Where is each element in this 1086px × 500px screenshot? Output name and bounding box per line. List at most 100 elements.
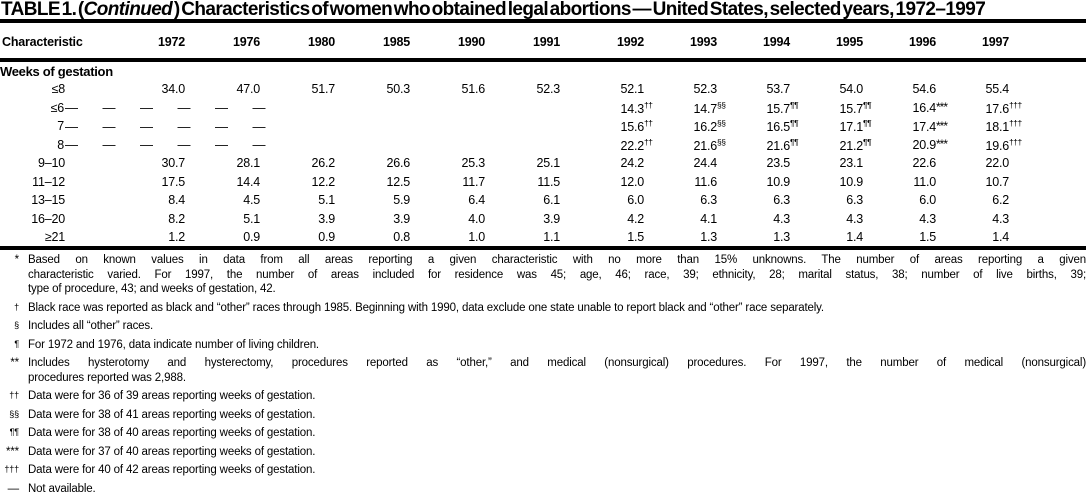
not-available-dash: — — [215, 137, 228, 153]
value-text: 8.4 — [168, 193, 185, 207]
footnote-line: Data were for 36 of 39 areas reporting w… — [28, 390, 316, 402]
value-cell: 17.6††† — [985, 99, 1022, 116]
value-cell: 6.1 — [485, 191, 560, 210]
not-available-dash: — — [177, 137, 191, 153]
value-cell: 30.7 — [65, 154, 185, 173]
footnote-marker: §§ — [9, 408, 19, 419]
value-cell: 26.2 — [260, 154, 335, 173]
value-text: 51.7 — [311, 82, 335, 96]
year-header: 1991 — [532, 35, 560, 49]
value-text: 1.4 — [992, 230, 1009, 244]
value-text: 51.6 — [461, 82, 485, 96]
value-text: 24.4 — [693, 156, 717, 170]
footnote-line: Data were for 40 of 42 areas reporting w… — [28, 464, 316, 476]
footnote-item: ¶ For 1972 and 1976, data indicate number… — [0, 338, 1086, 353]
value-text: 28.1 — [236, 156, 260, 170]
footnote-line: type of procedure, 43; and weeks of gest… — [28, 283, 276, 295]
table-header-row: Characteristic 1972 1976 1980 1985 1990 1991 1… — [0, 23, 1009, 63]
footnote-marker: ** — [10, 357, 19, 369]
footnote-marker: § — [14, 320, 19, 330]
value-cell: 52.3 — [644, 80, 717, 99]
value-text: 10.7 — [985, 174, 1009, 189]
value-text: 24.2 — [620, 156, 644, 170]
value-cell: 16.5¶¶ — [766, 118, 799, 134]
value-text: 6.3 — [846, 193, 863, 207]
value-text: 17.1 — [839, 120, 863, 134]
row-label: 9–10 — [37, 156, 65, 170]
year-header: 1994 — [762, 35, 790, 49]
value-cell: 21.6§§ — [693, 136, 726, 153]
value-cell: 3.9 — [260, 210, 335, 229]
value-text: 23.1 — [839, 156, 863, 170]
value-text: 4.3 — [846, 211, 863, 226]
value-cell: 6.0 — [863, 191, 936, 210]
title-continued: Continued — [83, 0, 173, 20]
footnote-text: For 1972 and 1976, data indicate number … — [28, 338, 1086, 353]
value-cell: 1.3 — [717, 228, 790, 247]
footnote-item: §§ Data were for 38 of 41 areas reporting… — [0, 408, 1086, 423]
value-text: 15.7 — [766, 101, 790, 116]
row-label: 13–15 — [31, 193, 65, 207]
footnote-item: * Based on known values in data from all … — [0, 253, 1086, 297]
value-cell: 0.8 — [335, 228, 410, 247]
value-cell: 19.6††† — [985, 136, 1022, 153]
value-text: 12.0 — [620, 174, 644, 189]
value-cell: 12.5 — [335, 173, 410, 192]
value-text: 3.9 — [393, 211, 410, 226]
row-label: 7 — [57, 119, 64, 133]
table-row: 11–12 17.5 14.4 12.2 12.5 11.7 11.5 12.0 11.6 10.… — [0, 173, 1009, 192]
value-cell: 47.0 — [185, 80, 260, 99]
value-text: 10.9 — [839, 174, 863, 189]
value-cell: 23.1 — [790, 154, 863, 173]
not-available-dash: — — [140, 137, 153, 153]
value-text: 4.2 — [627, 211, 644, 226]
footnote-line: Data were for 37 of 40 areas reporting w… — [28, 445, 316, 458]
not-available-dash: — — [177, 100, 191, 116]
value-cell: 12.2 — [260, 173, 335, 192]
value-cell: 15.6†† — [620, 118, 653, 134]
footnote-text: Includes hysterotomy and hysterectomy, p… — [28, 356, 1086, 385]
value-text: 3.9 — [543, 211, 560, 226]
value-text: 16.4 — [912, 101, 936, 115]
value-text: 12.2 — [311, 174, 335, 189]
value-text: 1.2 — [168, 230, 185, 244]
value-text: 14.7 — [693, 101, 717, 116]
value-text: 0.9 — [318, 230, 335, 244]
not-available-dash: — — [102, 137, 116, 153]
value-text: 53.7 — [766, 82, 790, 96]
value-text: 16.2 — [693, 120, 717, 134]
value-text: 14.3 — [620, 101, 644, 116]
footnote-text: Data were for 38 of 41 areas reporting w… — [28, 408, 1086, 423]
value-cell: 11.0 — [863, 173, 936, 192]
year-header: 1980 — [307, 35, 335, 49]
footnote-text: Based on known values in data from all a… — [28, 253, 1086, 297]
value-text: 3.9 — [318, 211, 335, 226]
value-text: 5.1 — [243, 211, 260, 226]
value-text: 20.9 — [912, 138, 936, 152]
value-text: 6.3 — [773, 193, 790, 207]
value-cell: 4.1 — [644, 210, 717, 229]
value-cell: 22.6 — [863, 154, 936, 173]
value-cell: 20.9*** — [912, 137, 948, 152]
value-text: 22.6 — [912, 156, 936, 170]
value-text: 12.5 — [386, 174, 410, 189]
section-row: Weeks of gestation — [0, 62, 1009, 80]
value-text: 52.1 — [620, 82, 644, 96]
year-header: 1985 — [382, 35, 410, 49]
footnote-marker: †† — [9, 390, 19, 400]
value-cell: 1.5 — [863, 228, 936, 247]
value-text: 10.9 — [766, 174, 790, 189]
footnote-line: Data were for 38 of 40 areas reporting w… — [28, 427, 316, 439]
value-text: 1.5 — [627, 230, 644, 244]
value-text: 14.4 — [236, 174, 260, 189]
value-cell: 51.7 — [260, 80, 335, 99]
value-text: 6.0 — [627, 193, 644, 207]
value-cell: 54.6 — [863, 80, 936, 99]
value-cell: 0.9 — [260, 228, 335, 247]
footnote-text: Data were for 40 of 42 areas reporting w… — [28, 463, 1086, 478]
value-text: 5.9 — [393, 193, 410, 207]
value-text: 1.4 — [846, 230, 863, 244]
value-cell: 10.9 — [790, 173, 863, 192]
value-cell: 6.2 — [936, 191, 1009, 210]
value-text: 17.4 — [912, 119, 936, 134]
